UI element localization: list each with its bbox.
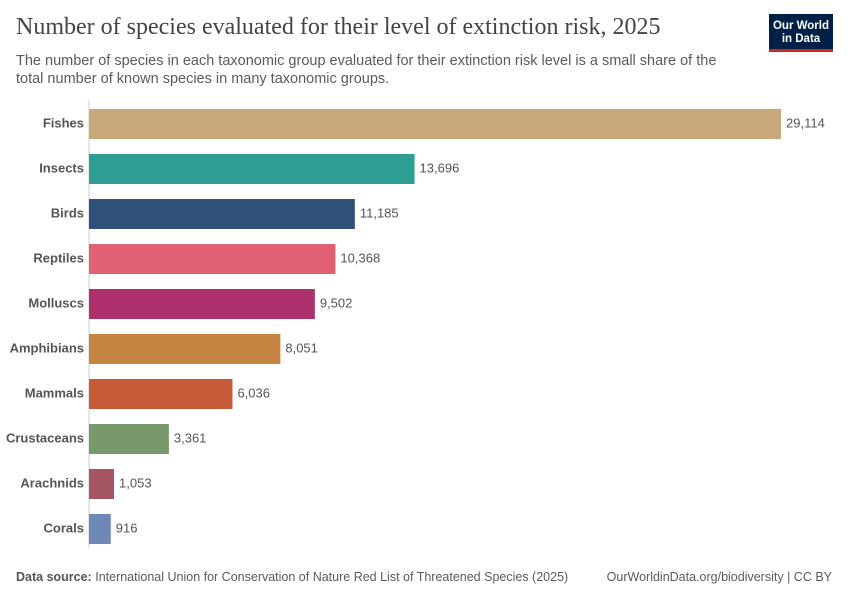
category-label: Fishes [43,115,84,130]
logo[interactable]: Our World in Data [769,14,833,52]
category-label: Mammals [25,385,84,400]
chart-subtitle: The number of species in each taxonomic … [16,53,717,87]
category-label: Corals [44,520,84,535]
bar [89,514,111,544]
chart-title: Number of species evaluated for their le… [16,14,661,40]
value-label: 9,502 [320,295,353,310]
category-label: Insects [39,160,84,175]
logo-line: Our World [772,20,829,32]
category-label: Birds [51,205,84,220]
category-label: Molluscs [28,295,84,310]
bar [89,244,336,274]
category-label: Reptiles [33,250,84,265]
value-label: 916 [116,520,138,535]
value-label: 29,114 [786,115,825,130]
category-label: Amphibians [10,340,84,355]
value-label: 3,361 [174,430,207,445]
value-label: 1,053 [119,475,152,490]
category-label: Arachnids [20,475,84,490]
value-label: 8,051 [285,340,318,355]
bar [89,109,781,139]
value-label: 10,368 [340,250,380,265]
bar [89,379,233,409]
source: Data source: International Union for Con… [16,570,568,584]
bar [89,289,315,319]
bar [89,334,281,364]
source-text: International Union for Conservation of … [95,570,569,584]
bar [89,199,355,229]
category-label: Crustaceans [6,430,84,445]
url[interactable]: OurWorldinData.org/biodiversity | CC BY [606,570,832,584]
bar [89,469,115,499]
logo-line: in Data [781,33,821,45]
chart: Fishes 29,114 Insects 13,696 Birds 11,185 Rept… [6,100,825,548]
value-label: 6,036 [237,385,270,400]
source-label: Data source: [16,570,92,584]
bar [89,424,169,454]
value-label: 13,696 [420,160,460,175]
value-label: 11,185 [360,205,399,220]
bar [89,154,415,184]
